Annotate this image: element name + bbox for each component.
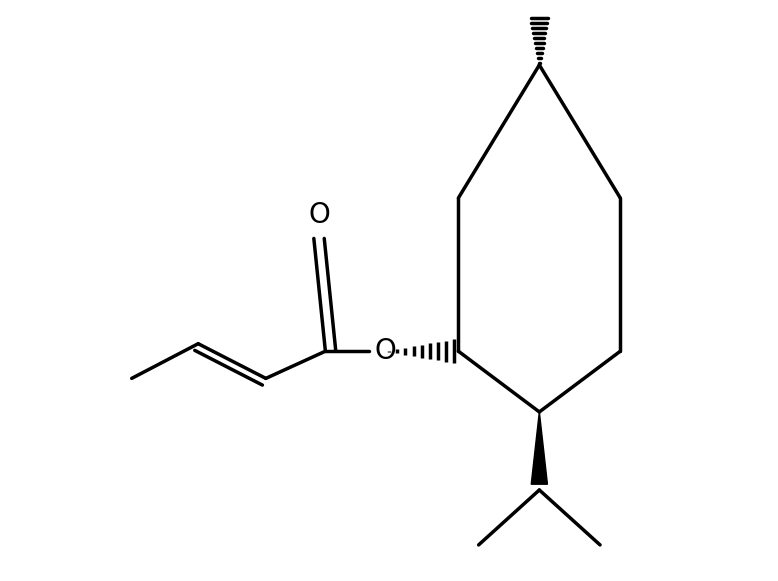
Text: O: O: [374, 337, 396, 365]
Text: O: O: [308, 202, 330, 229]
Polygon shape: [531, 412, 548, 484]
